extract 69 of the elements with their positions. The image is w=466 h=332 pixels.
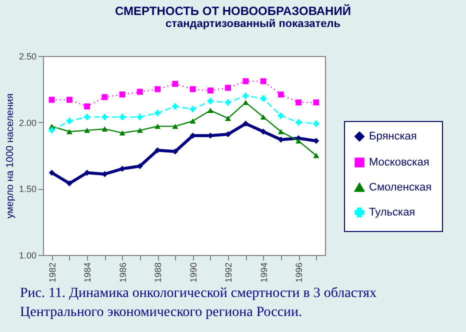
point — [313, 152, 320, 158]
y-tick-label: 2.00 — [18, 118, 36, 128]
x-tick-label: 1990 — [188, 262, 198, 283]
point — [84, 103, 90, 110]
point — [278, 129, 284, 134]
legend-label: Московская — [369, 156, 430, 168]
point — [278, 112, 284, 119]
y-tick-label: 1.50 — [18, 184, 36, 194]
x-tick-label: 1992 — [224, 262, 234, 283]
point — [313, 120, 320, 127]
legend-label: Смоленская — [369, 182, 432, 194]
point — [48, 127, 55, 134]
point — [225, 84, 232, 91]
x-tick-label: 1994 — [258, 262, 269, 283]
point — [225, 116, 232, 121]
y-axis-title: умерло на 1000 населения — [4, 94, 16, 218]
point — [66, 180, 72, 186]
x-tick-label: 1986 — [118, 262, 128, 283]
point — [48, 170, 55, 176]
point — [172, 80, 178, 87]
point — [242, 120, 249, 127]
point — [260, 78, 266, 84]
point — [207, 108, 214, 113]
point — [102, 126, 108, 132]
x-tick-label: 1996 — [294, 262, 304, 283]
point — [296, 119, 302, 126]
point — [190, 118, 196, 124]
point — [278, 91, 284, 98]
point — [84, 114, 90, 120]
point — [190, 106, 196, 112]
point — [136, 128, 143, 133]
point — [119, 91, 126, 98]
point — [119, 130, 126, 136]
x-tick-label: 1984 — [82, 262, 93, 283]
chart-title: СМЕРТНОСТЬ ОТ НОВООБРАЗОВАНИЙ — [114, 4, 352, 18]
chart-subtitle: стандартизованный показатель — [164, 18, 342, 30]
point — [66, 129, 72, 134]
point — [260, 114, 266, 120]
point — [172, 103, 178, 110]
point — [242, 78, 249, 84]
point — [66, 96, 72, 103]
point — [48, 96, 55, 103]
point — [154, 86, 161, 92]
point — [136, 88, 143, 95]
point — [136, 114, 143, 120]
point — [260, 128, 266, 135]
y-tick-label: 1.00 — [18, 250, 36, 260]
point — [260, 95, 266, 102]
point — [172, 124, 178, 129]
point — [66, 118, 72, 124]
point — [207, 98, 214, 104]
point — [102, 94, 108, 100]
point — [154, 124, 161, 129]
y-tick-label: 2.50 — [18, 52, 36, 62]
legend-label: Брянская — [369, 130, 417, 142]
point — [207, 87, 214, 94]
text: Рис. 11. Динамика онкологической смертности в 3 областях Центрального экономического региона России. — [20, 285, 378, 322]
point — [190, 86, 196, 92]
point — [84, 128, 90, 133]
x-tick-label: 1988 — [153, 262, 164, 283]
point — [242, 92, 249, 99]
point — [102, 114, 108, 120]
point — [225, 99, 232, 106]
point — [296, 99, 302, 106]
legend-label: Тульская — [369, 206, 416, 218]
point — [154, 110, 161, 116]
point — [313, 99, 320, 106]
point — [119, 114, 126, 120]
x-tick-label: 1982 — [47, 262, 58, 283]
